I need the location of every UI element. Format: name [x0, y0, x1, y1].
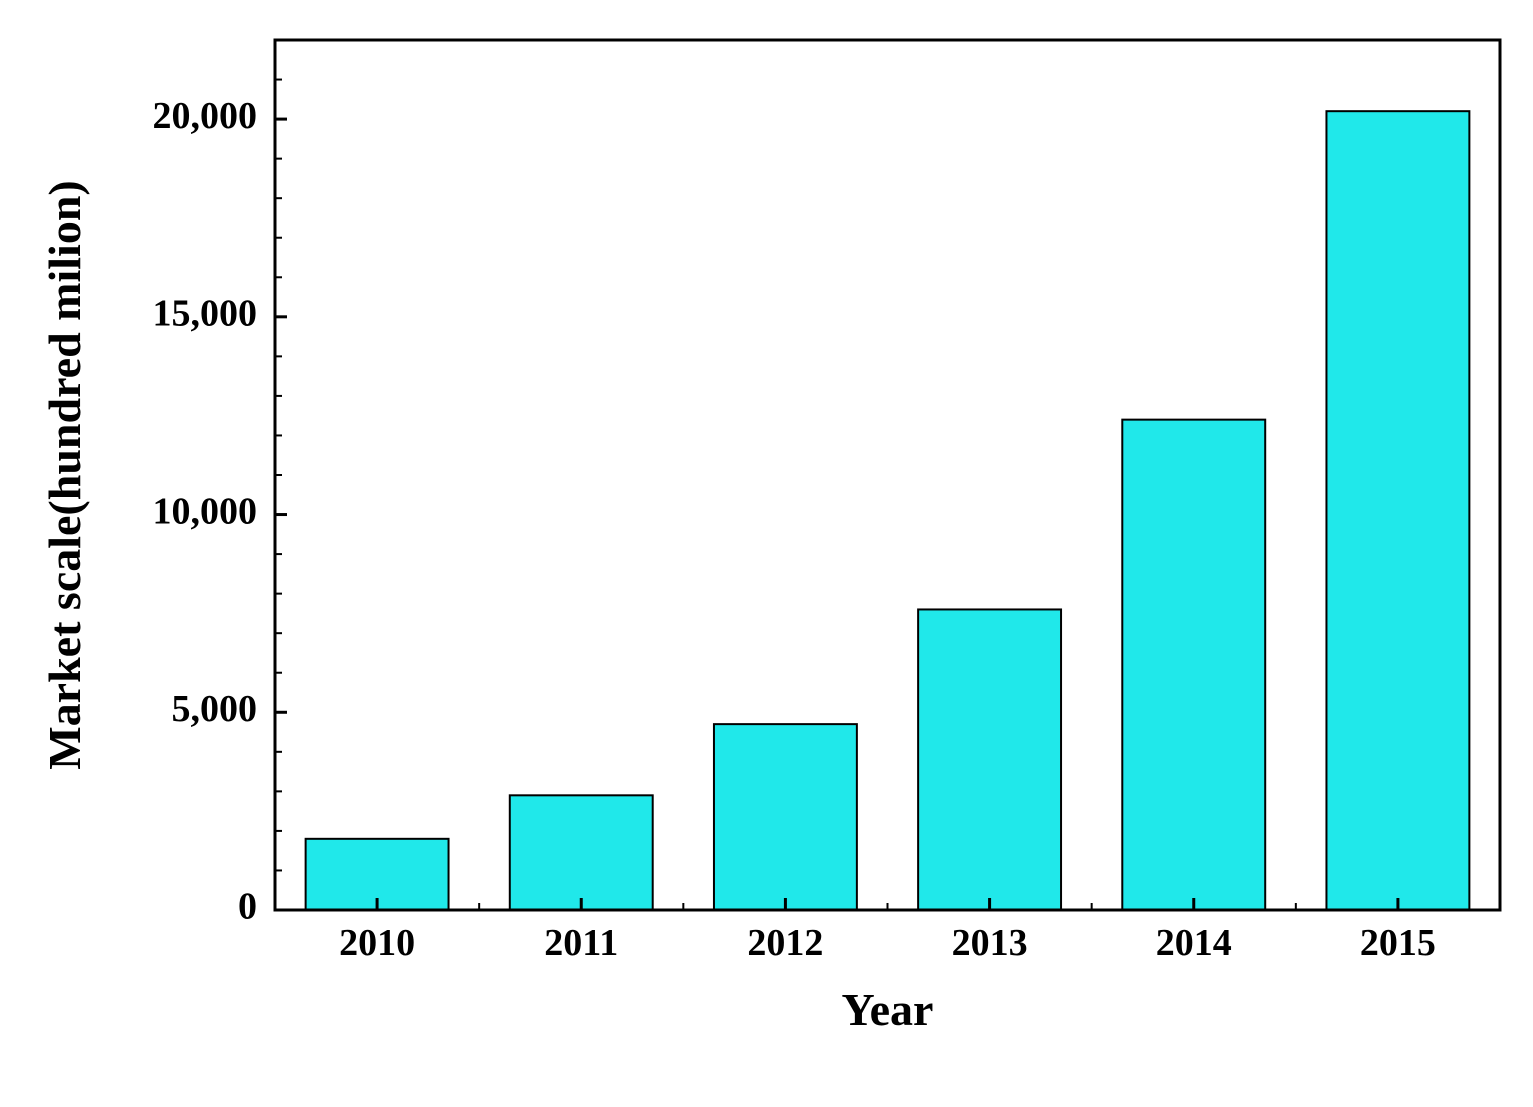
- x-tick-label: 2013: [952, 922, 1028, 964]
- x-tick-label: 2012: [747, 922, 823, 964]
- x-tick-label: 2010: [339, 922, 415, 964]
- bar: [510, 795, 653, 910]
- x-tick-label: 2011: [544, 922, 618, 964]
- y-tick-label: 10,000: [153, 490, 258, 532]
- bar: [1326, 111, 1469, 910]
- x-tick-label: 2015: [1360, 922, 1436, 964]
- bar: [918, 609, 1061, 910]
- y-tick-label: 15,000: [153, 293, 258, 335]
- y-tick-label: 0: [238, 886, 257, 928]
- bar: [1122, 420, 1265, 910]
- x-tick-label: 2014: [1156, 922, 1232, 964]
- y-tick-label: 5,000: [172, 688, 258, 730]
- bar-chart: 0 5,000 10,000 15,000 20,000 2010 2011 2012 2013…: [0, 0, 1533, 1107]
- chart-svg: 0 5,000 10,000 15,000 20,000 2010 2011 2012 2013…: [0, 0, 1533, 1107]
- y-axis-label: Market scale(hundred milion): [39, 180, 90, 769]
- y-tick-label: 20,000: [153, 95, 258, 137]
- x-axis-label: Year: [842, 984, 934, 1035]
- bar: [714, 724, 857, 910]
